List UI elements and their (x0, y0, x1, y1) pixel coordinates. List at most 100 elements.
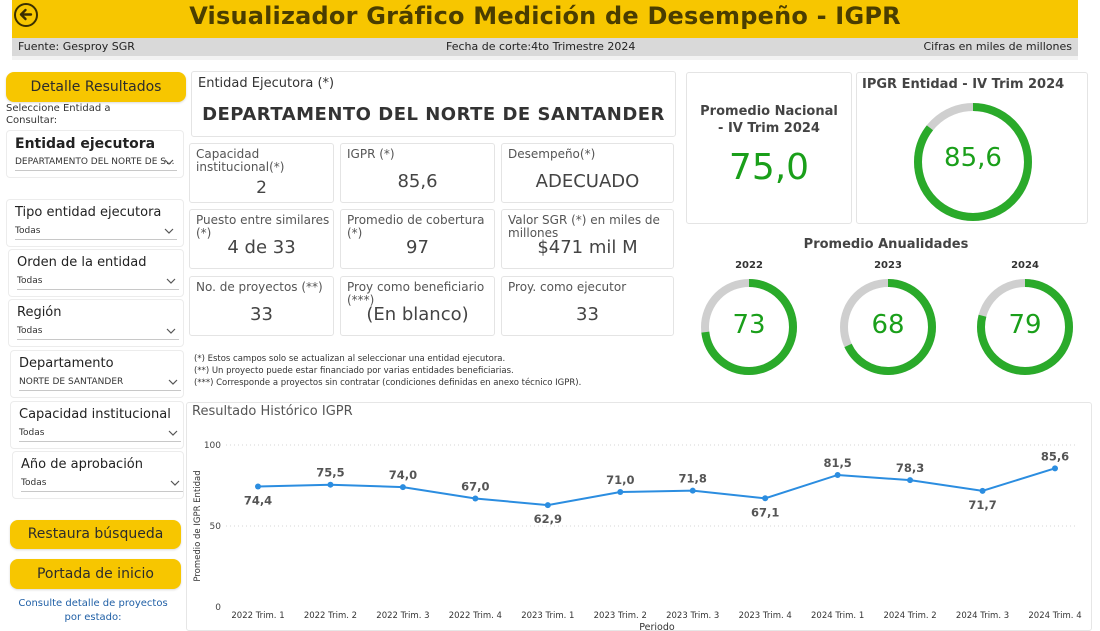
consulte-detalle-link[interactable]: Consulte detalle de proyectos por estado… (18, 598, 168, 623)
gauge-year-label: 2024 (1011, 260, 1039, 271)
y-tick-label: 0 (215, 603, 221, 613)
entity-card: Entidad Ejecutora (*) DEPARTAMENTO DEL N… (191, 71, 676, 137)
data-label: 81,5 (823, 456, 851, 470)
filter-dropdown[interactable]: Todas (19, 426, 181, 442)
back-button[interactable] (14, 3, 38, 27)
data-label: 67,0 (461, 479, 489, 493)
x-tick-label: 2023 Trim. 1 (521, 611, 574, 621)
metric-card-9: Proy. como ejecutor 33 (501, 276, 674, 336)
metric-value: 97 (406, 237, 429, 258)
filter-dropdown[interactable]: NORTE DE SANTANDER (19, 375, 181, 391)
igpr-entidad-gauge (914, 103, 1032, 221)
filter-dropdown[interactable]: Todas (15, 224, 177, 240)
select-prompt: Seleccione Entidad a Consultar: (6, 103, 111, 126)
data-label: 67,1 (751, 505, 779, 519)
data-point (907, 477, 914, 484)
entity-name: DEPARTAMENTO DEL NORTE DE SANTANDER (202, 104, 665, 125)
metric-value: 85,6 (397, 171, 438, 192)
anualidad-gauge-2022 (701, 279, 797, 375)
gauge-value: 79 (1008, 310, 1042, 340)
filter-value: NORTE DE SANTANDER (19, 377, 124, 387)
gauge-fill (977, 279, 1073, 375)
page-title: Visualizador Gráfico Medición de Desempe… (189, 2, 901, 30)
filter-dropdown[interactable]: Todas (17, 274, 179, 290)
data-point (617, 488, 624, 495)
metric-card-4: Puesto entre similares (*) 4 de 33 (189, 209, 334, 269)
chevron-down-icon (168, 430, 178, 436)
filter-label: Orden de la entidad (17, 255, 147, 270)
igpr-entidad-value: 85,6 (944, 143, 1002, 173)
metric-label: Proy. como ejecutor (508, 280, 627, 294)
filter-dropdown[interactable]: DEPARTAMENTO DEL NORTE DE S... (15, 155, 177, 171)
metric-value: 4 de 33 (227, 237, 296, 258)
data-label: 85,6 (1041, 449, 1069, 463)
data-label: 75,5 (316, 466, 344, 480)
igpr-entidad-title: IPGR Entidad - IV Trim 2024 (862, 77, 1065, 92)
promedio-nacional-value: 75,0 (728, 147, 810, 188)
x-tick-label: 2023 Trim. 4 (739, 611, 792, 621)
data-point (472, 495, 479, 502)
x-tick-label: 2024 Trim. 1 (811, 611, 864, 621)
filter-dropdown[interactable]: Todas (17, 324, 179, 340)
x-tick-label: 2023 Trim. 3 (666, 611, 719, 621)
arrow-left-icon (19, 8, 33, 21)
filter-value: Todas (17, 326, 43, 336)
x-axis-label: Periodo (639, 622, 675, 631)
chevron-down-icon (164, 159, 174, 165)
filter-4: Región Todas (8, 299, 184, 347)
metric-card-8: Proy como beneficiario (***) (En blanco) (340, 276, 495, 336)
filter-label: Capacidad institucional (19, 407, 171, 422)
detalle-resultados-button[interactable]: Detalle Resultados (6, 72, 186, 102)
gauge-value: 73 (732, 310, 766, 340)
data-point (399, 484, 406, 491)
x-tick-label: 2022 Trim. 3 (376, 611, 429, 621)
gauge-fill (701, 279, 797, 375)
entity-label: Entidad Ejecutora (*) (198, 76, 335, 91)
chart-title: Resultado Histórico IGPR (192, 404, 353, 419)
y-tick-label: 50 (210, 522, 222, 532)
filter-value: DEPARTAMENTO DEL NORTE DE S... (15, 157, 175, 167)
x-tick-label: 2024 Trim. 3 (956, 611, 1009, 621)
metric-card-2: IGPR (*) 85,6 (340, 143, 495, 203)
filter-dropdown[interactable]: Todas (21, 476, 183, 492)
filter-value: Todas (15, 226, 41, 236)
metric-card-3: Desempeño(*) ADECUADO (501, 143, 674, 203)
filter-label: Departamento (19, 356, 114, 371)
data-point (1052, 465, 1058, 472)
data-point (979, 487, 986, 494)
filter-2: Tipo entidad ejecutora Todas (6, 199, 184, 247)
data-label: 78,3 (896, 461, 924, 475)
data-point (327, 481, 334, 488)
filter-7: Año de aprobación Todas (12, 451, 184, 499)
data-label: 71,8 (679, 472, 707, 486)
gauge-year-label: 2023 (874, 260, 902, 271)
data-point (544, 502, 551, 509)
fuente-text: Fuente: Gesproy SGR (18, 40, 135, 53)
footnotes: (*) Estos campos solo se actualizan al s… (194, 353, 581, 389)
portada-inicio-button[interactable]: Portada de inicio (10, 559, 181, 589)
anualidad-gauge-2024 (977, 279, 1073, 375)
metric-value: 2 (256, 178, 267, 198)
filter-label: Año de aprobación (21, 457, 144, 472)
metric-label: Promedio de cobertura (*) (347, 213, 485, 240)
chevron-down-icon (166, 328, 176, 334)
x-tick-label: 2024 Trim. 4 (1028, 611, 1081, 621)
data-point (255, 483, 261, 490)
filter-value: Todas (17, 276, 43, 286)
data-point (689, 487, 696, 494)
metric-value: 33 (250, 304, 273, 325)
metric-card-1: Capacidad institucional(*) 2 (189, 143, 334, 203)
filter-3: Orden de la entidad Todas (8, 249, 184, 297)
restaura-busqueda-button[interactable]: Restaura búsqueda (10, 520, 181, 549)
chevron-down-icon (168, 379, 178, 385)
series-line (257, 467, 1056, 507)
gauge-year-label: 2022 (735, 260, 763, 271)
y-axis-label: Promedio de IGPR Entidad (193, 470, 203, 581)
gauge-value: 68 (871, 310, 905, 340)
subheader-bar: Fuente: Gesproy SGR Fecha de corte:4to T… (12, 38, 1078, 56)
footnote-1: (*) Estos campos solo se actualizan al s… (194, 354, 506, 364)
y-tick-label: 100 (204, 441, 221, 451)
promedio-nacional-title: Promedio Nacional - IV Trim 2024 (700, 104, 838, 136)
footnote-2: (**) Un proyecto puede estar financiado … (194, 366, 514, 376)
filter-label: Entidad ejecutora (15, 136, 156, 152)
